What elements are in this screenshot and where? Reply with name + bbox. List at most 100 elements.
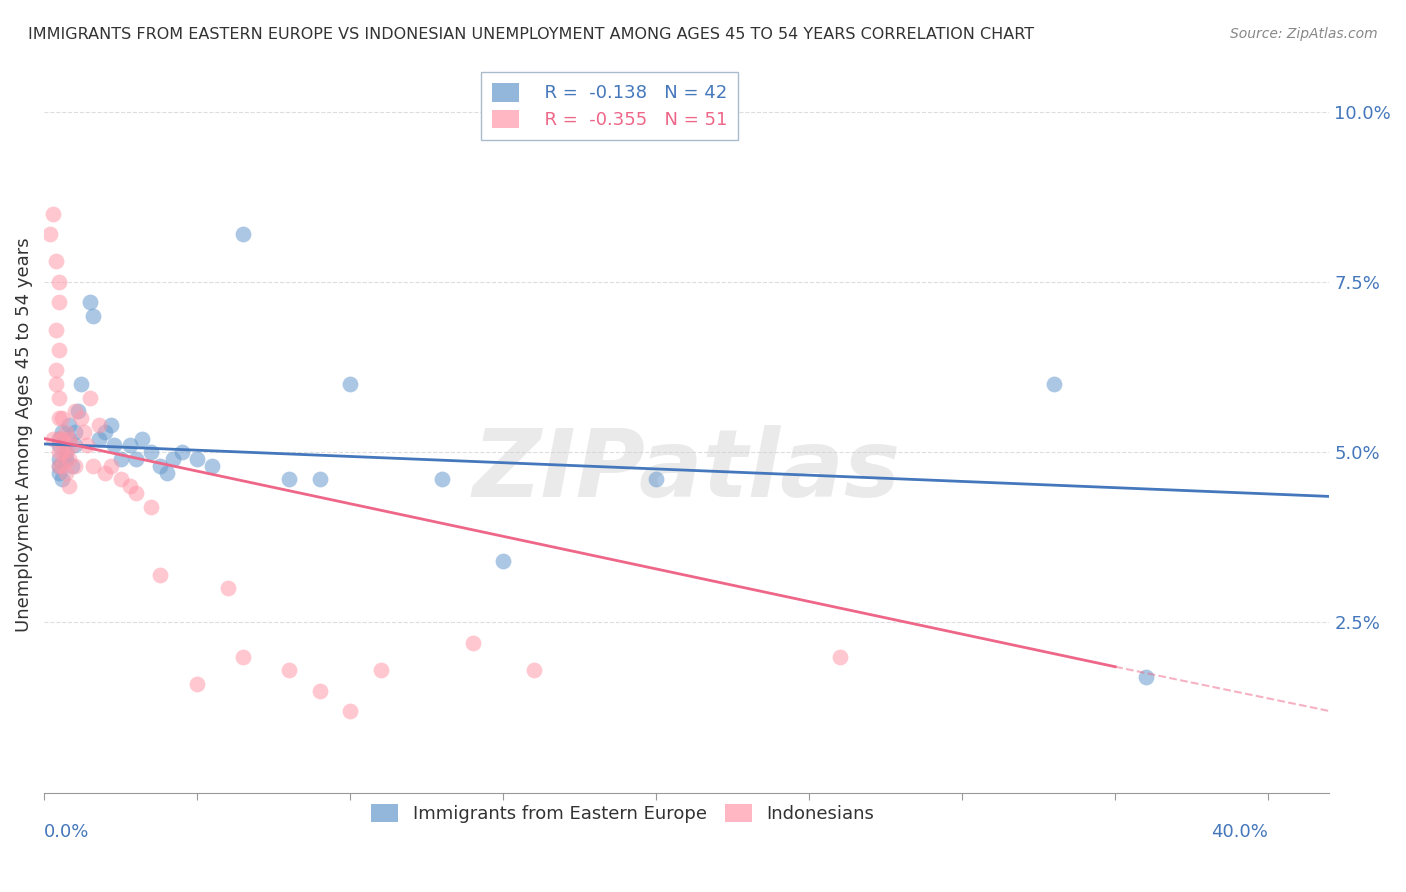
Point xyxy=(48,466,70,480)
Point xyxy=(48,343,70,357)
Point xyxy=(55,445,77,459)
Point xyxy=(103,438,125,452)
Point xyxy=(100,458,122,473)
Point xyxy=(110,472,132,486)
Point xyxy=(217,582,239,596)
Point xyxy=(308,683,330,698)
Point xyxy=(48,452,70,467)
Text: ZIPatlas: ZIPatlas xyxy=(472,425,901,516)
Point xyxy=(69,377,91,392)
Point xyxy=(149,458,172,473)
Point xyxy=(60,438,83,452)
Point xyxy=(58,452,80,467)
Point xyxy=(63,425,86,439)
Point xyxy=(48,432,70,446)
Point xyxy=(89,417,111,432)
Text: 0.0%: 0.0% xyxy=(44,823,90,841)
Point xyxy=(186,452,208,467)
Point xyxy=(63,458,86,473)
Point xyxy=(131,432,153,446)
Point xyxy=(1043,377,1066,392)
Point xyxy=(149,567,172,582)
Point xyxy=(125,452,148,467)
Point xyxy=(232,227,254,241)
Point xyxy=(523,663,546,677)
Point xyxy=(66,404,89,418)
Point xyxy=(48,458,70,473)
Text: IMMIGRANTS FROM EASTERN EUROPE VS INDONESIAN UNEMPLOYMENT AMONG AGES 45 TO 54 YE: IMMIGRANTS FROM EASTERN EUROPE VS INDONE… xyxy=(28,27,1035,42)
Point xyxy=(48,432,70,446)
Point xyxy=(51,458,73,473)
Point xyxy=(48,411,70,425)
Point xyxy=(370,663,392,677)
Point xyxy=(48,458,70,473)
Point xyxy=(55,445,77,459)
Point xyxy=(55,452,77,467)
Point xyxy=(125,486,148,500)
Point xyxy=(141,500,163,514)
Point xyxy=(58,432,80,446)
Point xyxy=(492,554,515,568)
Point xyxy=(79,295,101,310)
Point xyxy=(63,438,86,452)
Point xyxy=(430,472,453,486)
Point xyxy=(232,649,254,664)
Point xyxy=(48,275,70,289)
Point xyxy=(45,377,67,392)
Point xyxy=(110,452,132,467)
Point xyxy=(58,417,80,432)
Point xyxy=(45,322,67,336)
Point xyxy=(51,445,73,459)
Point xyxy=(51,425,73,439)
Point xyxy=(118,438,141,452)
Point xyxy=(60,458,83,473)
Point xyxy=(82,458,104,473)
Point xyxy=(63,404,86,418)
Point xyxy=(79,391,101,405)
Y-axis label: Unemployment Among Ages 45 to 54 years: Unemployment Among Ages 45 to 54 years xyxy=(15,238,32,632)
Point xyxy=(48,391,70,405)
Legend: Immigrants from Eastern Europe, Indonesians: Immigrants from Eastern Europe, Indonesi… xyxy=(360,793,884,834)
Point xyxy=(118,479,141,493)
Point xyxy=(58,479,80,493)
Point xyxy=(45,363,67,377)
Point xyxy=(828,649,851,664)
Point xyxy=(308,472,330,486)
Point xyxy=(76,438,98,452)
Point xyxy=(277,663,299,677)
Point xyxy=(73,425,96,439)
Point xyxy=(100,417,122,432)
Text: 40.0%: 40.0% xyxy=(1212,823,1268,841)
Point xyxy=(170,445,193,459)
Point xyxy=(48,445,70,459)
Point xyxy=(162,452,184,467)
Point xyxy=(42,432,65,446)
Point xyxy=(186,677,208,691)
Point xyxy=(55,425,77,439)
Point xyxy=(89,432,111,446)
Point xyxy=(155,466,177,480)
Point xyxy=(51,472,73,486)
Point xyxy=(42,207,65,221)
Point xyxy=(48,438,70,452)
Point xyxy=(58,432,80,446)
Point xyxy=(39,227,62,241)
Point xyxy=(1135,670,1157,684)
Point xyxy=(51,432,73,446)
Point xyxy=(339,377,361,392)
Point xyxy=(94,466,117,480)
Text: Source: ZipAtlas.com: Source: ZipAtlas.com xyxy=(1230,27,1378,41)
Point xyxy=(339,704,361,718)
Point xyxy=(461,636,484,650)
Point xyxy=(94,425,117,439)
Point xyxy=(141,445,163,459)
Point xyxy=(48,295,70,310)
Point xyxy=(645,472,668,486)
Point xyxy=(201,458,224,473)
Point xyxy=(277,472,299,486)
Point xyxy=(55,466,77,480)
Point xyxy=(69,411,91,425)
Point xyxy=(51,411,73,425)
Point xyxy=(45,254,67,268)
Point xyxy=(82,309,104,323)
